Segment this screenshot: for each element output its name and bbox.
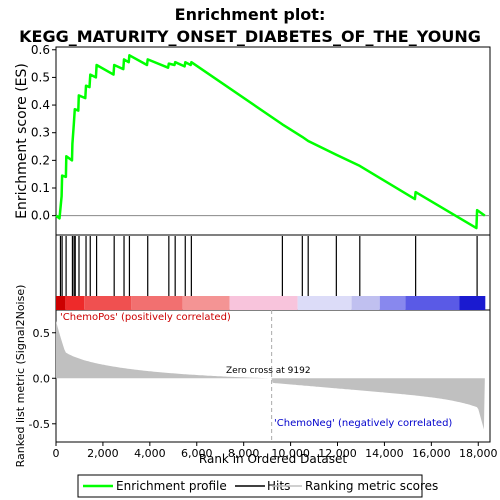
es-y-tick-label: 0.5 [31, 70, 50, 84]
es-panel-frame [55, 46, 491, 236]
color-band [56, 296, 486, 310]
color-band-segment [65, 296, 85, 310]
color-band-segment [379, 296, 406, 310]
color-band-segment [459, 296, 486, 310]
color-band-segment [405, 296, 460, 310]
x-ticks: 0 2,000 4,000 6,000 8,000 10,000 12,000 14,000 1… [53, 442, 498, 460]
color-band-segment [56, 296, 66, 310]
x-tick-label: 0 [53, 447, 60, 460]
color-band-segment [84, 296, 132, 310]
es-y-tick-label: 0.3 [31, 126, 50, 140]
es-y-ticks: 0.0 0.1 0.2 0.3 0.4 0.5 0.6 [31, 43, 56, 223]
x-tick-label: 14,000 [365, 447, 404, 460]
legend-label-metric: Ranking metric scores [305, 479, 438, 493]
metric-y-tick-label: 0.5 [33, 327, 51, 340]
es-y-tick-label: 0.0 [31, 209, 50, 223]
es-y-tick-label: 0.4 [31, 98, 50, 112]
x-tick-label: 2,000 [87, 447, 119, 460]
metric-y-ticks: -0.5 0.0 0.5 [29, 327, 56, 431]
enrichment-profile-line [55, 54, 486, 230]
chart-title-line2: KEGG_MATURITY_ONSET_DIABETES_OF_THE_YOUN… [19, 27, 481, 46]
color-band-segment [131, 296, 183, 310]
zero-cross-label: Zero cross at 9192 [226, 366, 311, 376]
color-band-segment [182, 296, 230, 310]
legend-label-enrichment: Enrichment profile [116, 479, 227, 493]
enrichment-profile-series [55, 54, 486, 230]
es-y-tick-label: 0.1 [31, 181, 50, 195]
x-tick-label: 10,000 [271, 447, 310, 460]
hit-marks [59, 236, 478, 296]
x-tick-label: 12,000 [318, 447, 357, 460]
es-y-tick-label: 0.6 [31, 43, 50, 57]
x-tick-label: 6,000 [181, 447, 213, 460]
es-y-tick-label: 0.2 [31, 153, 50, 167]
color-band-segment [297, 296, 352, 310]
neg-corr-label: 'ChemoNeg' (negatively correlated) [274, 418, 452, 429]
metric-y-axis-label: Ranked list metric (Signal2Noise) [14, 285, 27, 468]
x-axis-label: Rank in Ordered Dataset [199, 452, 347, 466]
x-tick-label: 8,000 [228, 447, 260, 460]
metric-y-tick-label: 0.0 [33, 372, 51, 385]
ranking-metric-area [56, 320, 485, 430]
chart-title-line1: Enrichment plot: [175, 5, 326, 24]
x-tick-label: 18,000 [459, 447, 498, 460]
x-tick-label: 4,000 [134, 447, 166, 460]
es-y-axis-label: Enrichment score (ES) [14, 63, 30, 219]
color-band-segment [229, 296, 298, 310]
x-tick-label: 16,000 [412, 447, 451, 460]
ranking-metric-series [56, 310, 485, 442]
color-band-segment [351, 296, 380, 310]
metric-y-tick-label: -0.5 [29, 418, 50, 431]
pos-corr-label: 'ChemoPos' (positively correlated) [60, 312, 231, 323]
